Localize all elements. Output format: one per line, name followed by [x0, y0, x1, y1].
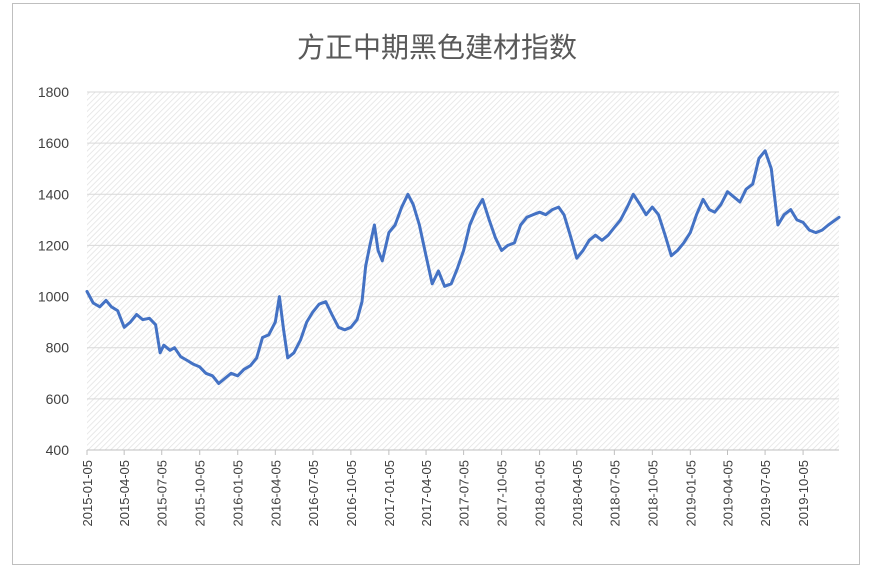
chart-frame: 方正中期黑色建材指数 400 600 800 1000 1200 1400 1600 1800…	[12, 3, 860, 565]
y-tick-label: 600	[46, 391, 70, 407]
x-tick-label: 2019-10-05	[796, 460, 811, 527]
x-tick-label: 2016-01-05	[231, 460, 246, 527]
y-tick-label: 1600	[38, 135, 69, 151]
y-tick-label: 1800	[38, 84, 69, 100]
x-tick-label: 2017-04-05	[419, 460, 434, 527]
y-tick-label: 400	[46, 442, 70, 458]
y-tick-label: 1400	[38, 186, 69, 202]
x-tick-label: 2018-04-05	[570, 460, 585, 527]
y-tick-label: 1200	[38, 237, 69, 253]
x-tick-label: 2015-01-05	[80, 460, 95, 527]
x-tick-label: 2017-07-05	[457, 460, 472, 527]
x-tick-label: 2018-07-05	[607, 460, 622, 527]
x-tick-label: 2016-10-05	[344, 460, 359, 527]
x-tick-label: 2017-10-05	[495, 460, 510, 527]
plot-area	[87, 92, 839, 450]
chart-svg: 方正中期黑色建材指数 400 600 800 1000 1200 1400 1600 1800…	[38, 31, 841, 527]
x-tick-label: 2019-07-05	[758, 460, 773, 527]
x-tick-label: 2018-10-05	[645, 460, 660, 527]
x-tick-label: 2017-01-05	[382, 460, 397, 527]
x-tick-label: 2015-04-05	[117, 460, 132, 527]
x-tick-label: 2019-04-05	[721, 460, 736, 527]
x-tick-label: 2015-10-05	[193, 460, 208, 527]
x-axis: 2015-01-05 2015-04-05 2015-07-05 2015-10-05…	[80, 450, 811, 527]
grid-layer	[87, 91, 839, 451]
x-tick-label: 2018-01-05	[533, 460, 548, 527]
series-line-index	[85, 149, 841, 385]
x-tick-label: 2015-07-05	[155, 460, 170, 527]
y-axis: 400 600 800 1000 1200 1400 1600 1800	[38, 84, 69, 458]
chart-title: 方正中期黑色建材指数	[297, 31, 577, 64]
y-tick-label: 800	[46, 340, 70, 356]
y-tick-label: 1000	[38, 289, 69, 305]
x-tick-label: 2019-01-05	[683, 460, 698, 527]
x-tick-label: 2016-04-05	[268, 460, 283, 527]
x-tick-label: 2016-07-05	[306, 460, 321, 527]
